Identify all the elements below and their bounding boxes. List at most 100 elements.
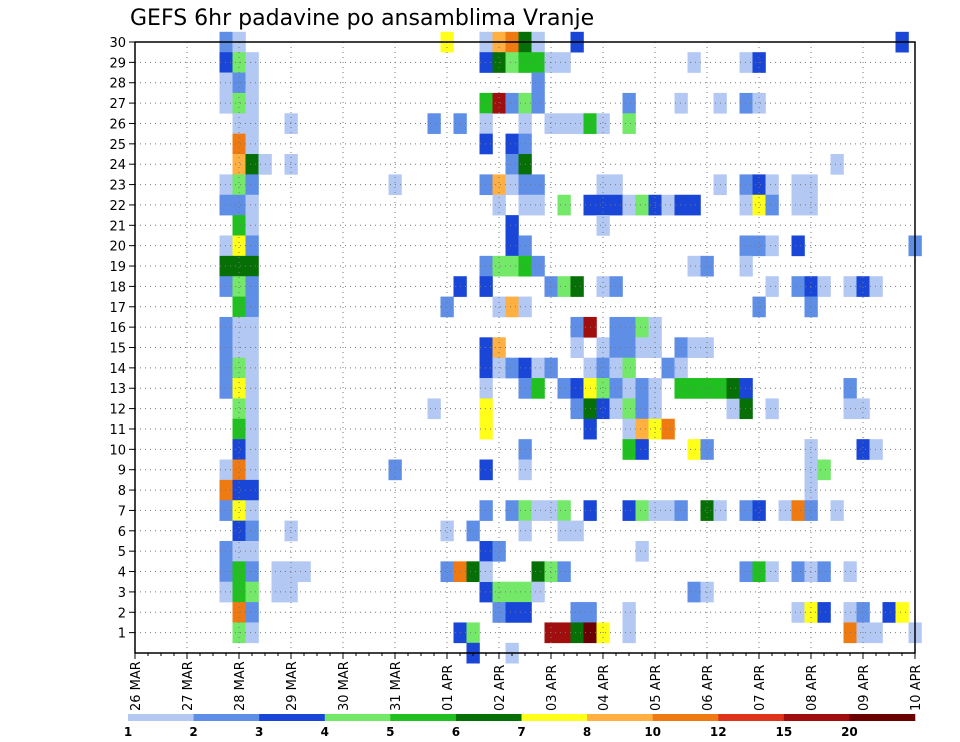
heatmap-cell <box>245 602 259 623</box>
heatmap-cell <box>687 337 701 358</box>
y-tick-label: 18 <box>109 280 126 295</box>
heatmap-cell <box>622 194 636 216</box>
heatmap-cell <box>492 174 506 196</box>
heatmap-cell <box>557 622 571 644</box>
heatmap-cell <box>596 378 610 399</box>
heatmap-cell <box>505 52 519 73</box>
heatmap-cell <box>804 479 818 501</box>
heatmap-cell <box>297 561 311 583</box>
y-tick-label: 10 <box>109 443 126 458</box>
heatmap-cell <box>245 581 259 603</box>
heatmap-cell <box>635 500 649 521</box>
heatmap-cell <box>219 194 233 216</box>
heatmap-cell <box>622 357 636 379</box>
heatmap-cell <box>739 92 753 114</box>
legend-swatch <box>259 714 326 721</box>
heatmap-cell <box>596 215 610 236</box>
heatmap-cell <box>271 561 285 583</box>
heatmap-cell <box>219 174 233 196</box>
heatmap-cell <box>492 540 506 562</box>
heatmap-cell <box>531 357 545 379</box>
y-tick-label: 26 <box>109 117 126 132</box>
legend-level-label: 4 <box>321 725 329 739</box>
heatmap-cell <box>245 479 259 501</box>
y-tick-label: 24 <box>109 158 126 173</box>
heatmap-cell <box>232 561 246 583</box>
heatmap-cell <box>752 194 766 216</box>
heatmap-cell <box>869 276 883 297</box>
heatmap-cell <box>531 255 545 277</box>
y-tick-label: 16 <box>109 321 126 336</box>
heatmap-cell <box>817 602 831 623</box>
heatmap-cell <box>622 439 636 460</box>
y-tick-label: 25 <box>109 138 126 153</box>
heatmap-cell <box>804 500 818 521</box>
heatmap-cell <box>232 113 246 134</box>
heatmap-cell <box>219 235 233 257</box>
legend-swatch <box>652 714 719 721</box>
heatmap-cell <box>687 52 701 73</box>
heatmap-cell <box>622 398 636 420</box>
heatmap-cell <box>791 561 805 583</box>
heatmap-cell <box>245 296 259 318</box>
heatmap-cell <box>674 194 688 216</box>
heatmap-cell <box>245 378 259 399</box>
y-tick-label: 17 <box>109 301 126 316</box>
heatmap-cell <box>596 357 610 379</box>
heatmap-cell <box>505 133 519 155</box>
heatmap-cell <box>804 439 818 460</box>
heatmap-cell <box>557 378 571 399</box>
legend-level-label: 10 <box>644 725 661 739</box>
heatmap-cell <box>479 52 493 73</box>
heatmap-cell <box>232 296 246 318</box>
heatmap-cell <box>739 235 753 257</box>
heatmap-cell <box>557 113 571 134</box>
heatmap-cell <box>427 113 441 134</box>
heatmap-cell <box>609 398 623 420</box>
heatmap-cell <box>609 337 623 358</box>
heatmap-cell <box>245 154 259 175</box>
heatmap-cell <box>219 276 233 297</box>
heatmap-cell <box>830 500 844 521</box>
heatmap-cell <box>882 602 896 623</box>
heatmap-cell <box>232 398 246 420</box>
heatmap-cell <box>232 540 246 562</box>
heatmap-cell <box>804 296 818 318</box>
heatmap-cell <box>232 255 246 277</box>
y-tick-label: 11 <box>109 423 126 438</box>
heatmap-cell <box>492 92 506 114</box>
heatmap-cell <box>232 418 246 440</box>
heatmap-cell <box>479 378 493 399</box>
heatmap-cell <box>232 215 246 236</box>
heatmap-cell <box>791 276 805 297</box>
heatmap-cell <box>505 602 519 623</box>
legend-level-label: 15 <box>775 725 792 739</box>
heatmap-cell <box>505 581 519 603</box>
heatmap-cell <box>505 357 519 379</box>
heatmap-cell <box>466 622 480 644</box>
heatmap-cell <box>752 235 766 257</box>
heatmap-cell <box>570 378 584 399</box>
legend-swatch <box>455 714 522 721</box>
heatmap-cell <box>245 215 259 236</box>
heatmap-cell <box>700 255 714 277</box>
y-tick-label: 8 <box>118 484 126 499</box>
heatmap-cell <box>687 581 701 603</box>
heatmap-cell <box>609 276 623 297</box>
y-tick-label: 1 <box>118 627 126 642</box>
heatmap-cell <box>557 276 571 297</box>
x-tick-label: 31 MAR <box>389 661 404 711</box>
heatmap-cell <box>232 520 246 542</box>
heatmap-cell <box>219 540 233 562</box>
heatmap-cell <box>622 622 636 644</box>
legend-swatch <box>587 714 653 721</box>
x-tick-label: 29 MAR <box>285 661 300 711</box>
legend-swatch <box>849 714 916 721</box>
heatmap-cell <box>219 52 233 73</box>
heatmap-cell <box>440 520 454 542</box>
heatmap-cell <box>661 418 675 440</box>
heatmap-cell <box>531 52 545 73</box>
heatmap-cell <box>869 439 883 460</box>
y-tick-label: 2 <box>118 606 126 621</box>
